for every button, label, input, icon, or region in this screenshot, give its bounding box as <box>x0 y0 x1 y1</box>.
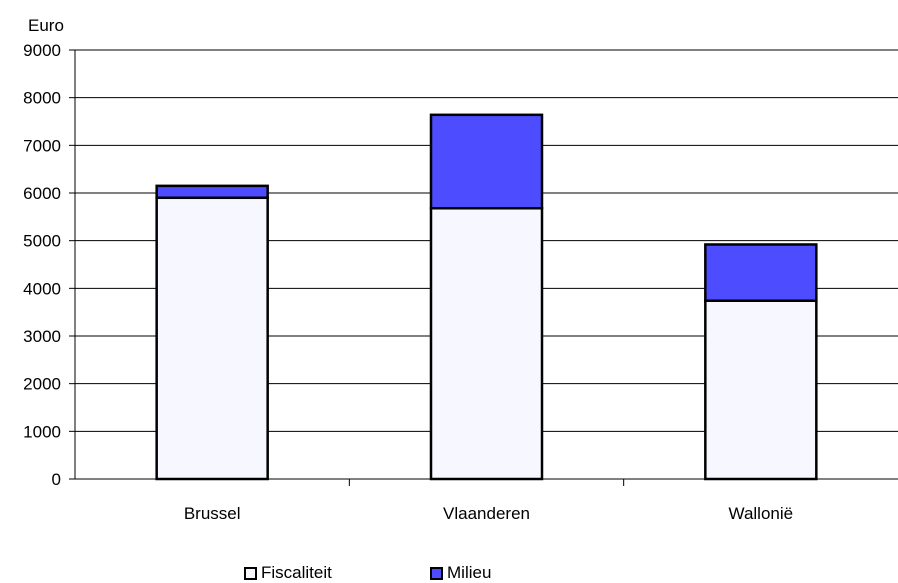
x-tick-label: Brussel <box>184 504 241 523</box>
y-tick-label: 4000 <box>23 279 61 298</box>
legend-label-milieu: Milieu <box>447 563 492 582</box>
y-tick-label: 1000 <box>23 422 61 441</box>
bar-fiscaliteit-2 <box>429 207 544 481</box>
legend-item-fiscaliteit: Fiscaliteit <box>244 563 332 583</box>
x-axis-ticks: Brussel Vlaanderen Wallonië <box>184 479 793 523</box>
y-tick-label: 3000 <box>23 327 61 346</box>
y-tick-label: 9000 <box>23 41 61 60</box>
y-tick-label: 8000 <box>23 89 61 108</box>
y-tick-label: 2000 <box>23 375 61 394</box>
y-axis-label: Euro <box>28 16 64 35</box>
bars <box>155 113 818 481</box>
y-axis-ticks: 0 1000 2000 3000 4000 5000 6000 7000 8000 9000 <box>23 41 75 489</box>
y-tick-label: 6000 <box>23 184 61 203</box>
bar-fiscaliteit-3 <box>704 299 818 481</box>
y-tick-label: 5000 <box>23 232 61 251</box>
legend-swatch-milieu <box>430 566 443 580</box>
y-tick-label: 7000 <box>23 136 61 155</box>
x-tick-label: Wallonië <box>729 504 794 523</box>
legend-item-milieu: Milieu <box>430 563 491 583</box>
bar-milieu-2 <box>429 113 544 210</box>
x-tick-label: Vlaanderen <box>443 504 530 523</box>
legend-swatch-fiscaliteit <box>244 566 257 580</box>
bar-fiscaliteit-1 <box>155 196 269 481</box>
y-tick-label: 0 <box>52 470 61 489</box>
bar-milieu-1 <box>155 184 269 200</box>
legend-label-fiscaliteit: Fiscaliteit <box>261 563 332 582</box>
bar-milieu-3 <box>704 243 818 302</box>
